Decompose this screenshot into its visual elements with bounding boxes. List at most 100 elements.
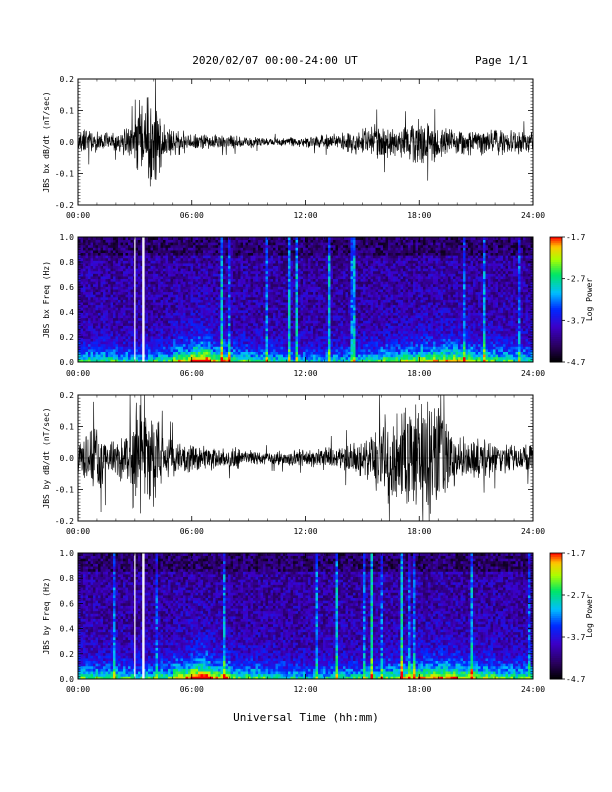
colorbar-tick-label: -3.7 (566, 316, 585, 325)
colorbar-step (550, 622, 562, 625)
y-tick-label: -0.1 (55, 486, 74, 495)
x-tick-label: 12:00 (293, 685, 317, 694)
colorbar-step (550, 603, 562, 606)
colorbar-frame (549, 552, 563, 680)
colorbar-step (550, 668, 562, 672)
colorbar-step (550, 662, 562, 665)
panel-1: -0.2 -0.1 0.0 0.1 0.2 00:00 06:00 12:00 18:00 24:… (42, 75, 545, 220)
colorbar-tick-label: -4.7 (566, 675, 585, 684)
colorbar-step (550, 605, 562, 609)
colorbar-step (550, 345, 562, 348)
colorbar-step (550, 597, 562, 600)
colorbar-step (550, 253, 562, 257)
colorbar-step (550, 295, 562, 298)
x-tick-label: 24:00 (521, 211, 545, 220)
y-tick-label: -0.2 (55, 201, 74, 210)
colorbar-step (550, 609, 562, 613)
colorbar-step (550, 601, 562, 604)
colorbar-step (550, 676, 562, 680)
colorbar-step (550, 607, 562, 611)
colorbar-step (550, 580, 562, 583)
panel-4: -1.7 -2.7 -3.7 -4.7 Log Power 0.0 0.2 0.4 0.6 0.8… (42, 549, 594, 694)
colorbar-step (550, 611, 562, 615)
colorbar-step (550, 628, 562, 632)
colorbar-step (550, 316, 562, 319)
colorbar-step (550, 249, 562, 253)
colorbar-step (550, 351, 562, 355)
colorbar-step (550, 343, 562, 346)
colorbar-step (550, 274, 562, 278)
colorbar-step (550, 245, 562, 248)
colorbar-step (550, 672, 562, 676)
colorbar-step (550, 595, 562, 598)
colorbar-step (550, 359, 562, 363)
colorbar-tick-label: -2.7 (566, 591, 585, 600)
colorbar-step (550, 658, 562, 661)
colorbar-step (550, 293, 562, 296)
y-tick-label: 1.0 (60, 549, 75, 558)
colorbar-step (550, 262, 562, 265)
y-tick-label: 0.8 (60, 574, 75, 583)
colorbar: -1.7 -2.7 -3.7 -4.7 Log Power (549, 233, 594, 367)
x-tick-label: 06:00 (180, 527, 204, 536)
y-axis-label: JBS by dB/dt (nT/sec) (42, 407, 51, 508)
colorbar-tick-label: -2.7 (566, 275, 585, 284)
y-tick-label: 0.2 (60, 391, 75, 400)
colorbar-step (550, 282, 562, 286)
x-tick-label: 06:00 (180, 369, 204, 378)
colorbar-step (550, 567, 562, 571)
colorbar-step (550, 555, 562, 558)
colorbar-step (550, 257, 562, 261)
colorbar-step (550, 655, 562, 659)
colorbar-step (550, 314, 562, 317)
page-indicator: Page 1/1 (475, 54, 528, 67)
colorbar-step (550, 561, 562, 564)
colorbar-step (550, 299, 562, 303)
colorbar-step (550, 582, 562, 585)
colorbar-step (550, 357, 562, 361)
panel-2: -1.7 -2.7 -3.7 -4.7 Log Power 0.0 0.2 0.4 0.6 0.8… (42, 233, 594, 378)
colorbar-step (550, 297, 562, 300)
colorbar-step (550, 264, 562, 267)
x-tick-label: 00:00 (66, 211, 90, 220)
waveform-line (77, 78, 534, 187)
colorbar-step (550, 557, 562, 560)
colorbar-step (550, 339, 562, 342)
colorbar-step (550, 270, 562, 273)
colorbar-step (550, 645, 562, 648)
x-tick-label: 24:00 (521, 527, 545, 536)
colorbar-step (550, 337, 562, 340)
colorbar-step (550, 632, 562, 636)
colorbar-step (550, 588, 562, 592)
y-axis-label: JBS bx dB/dt (nT/sec) (42, 91, 51, 192)
panels: -0.2 -0.1 0.0 0.1 0.2 00:00 06:00 12:00 18:00 24:… (42, 75, 594, 694)
waveform-line (77, 394, 534, 522)
colorbar-step (550, 639, 562, 642)
x-tick-label: 00:00 (66, 369, 90, 378)
colorbar-tick-label: -3.7 (566, 633, 585, 642)
colorbar-step (550, 326, 562, 330)
x-axis-label: Universal Time (hh:mm) (233, 711, 379, 724)
colorbar-frame (549, 236, 563, 363)
colorbar-step (550, 355, 562, 359)
y-tick-label: 0.2 (60, 75, 75, 84)
y-tick-label: 0.0 (60, 358, 75, 367)
colorbar-step (550, 620, 562, 623)
x-tick-label: 00:00 (66, 685, 90, 694)
date-range-title: 2020/02/07 00:00-24:00 UT (192, 54, 358, 67)
y-tick-label: 0.1 (60, 423, 75, 432)
colorbar-step (550, 613, 562, 617)
colorbar-step (550, 634, 562, 638)
colorbar-step (550, 291, 562, 294)
y-axis-label: JBS by Freq (Hz) (42, 577, 51, 654)
colorbar-step (550, 349, 562, 353)
colorbar-step (550, 616, 562, 619)
colorbar-step (550, 309, 562, 313)
y-tick-label: 0.0 (60, 454, 75, 463)
colorbar-step (550, 307, 562, 311)
colorbar-step (550, 641, 562, 644)
x-tick-label: 24:00 (521, 685, 545, 694)
colorbar-step (550, 660, 562, 663)
y-tick-label: 0.4 (60, 625, 75, 634)
x-tick-label: 24:00 (521, 369, 545, 378)
